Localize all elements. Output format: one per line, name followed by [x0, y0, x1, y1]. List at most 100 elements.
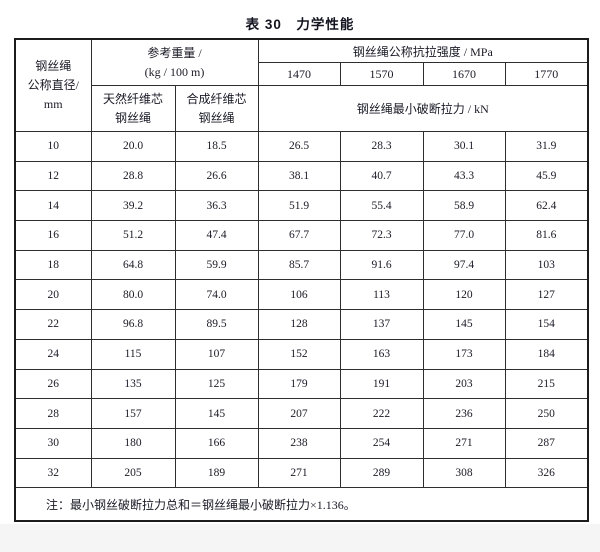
- cell-diameter: 12: [14, 160, 92, 192]
- cell-force-1670: 43.3: [422, 160, 506, 192]
- cell-force-1470: 128: [257, 309, 341, 340]
- cell-weight-synthetic: 166: [174, 427, 259, 459]
- cell-weight-natural: 64.8: [90, 249, 176, 281]
- header-synthetic-fiber-core: 合成纤维芯 钢丝绳: [174, 85, 259, 132]
- cell-force-1770: 103: [504, 249, 589, 281]
- cell-force-1570: 40.7: [339, 160, 424, 192]
- header-row-2: 1470 1570 1670 1770: [15, 62, 589, 86]
- cell-weight-synthetic: 89.5: [174, 309, 259, 340]
- header-synthetic-line1: 合成纤维芯: [186, 91, 247, 106]
- cell-weight-synthetic: 74.0: [174, 279, 259, 311]
- cell-force-1670: 308: [422, 457, 506, 489]
- cell-force-1670: 203: [422, 368, 506, 400]
- header-reference-weight: 参考重量 / (kg / 100 m): [90, 38, 259, 86]
- cell-force-1470: 152: [257, 338, 341, 370]
- cell-force-1770: 250: [504, 398, 589, 429]
- header-grade-1570: 1570: [339, 62, 424, 86]
- table-row: 12 28.8 26.6 38.1 40.7 43.3 45.9: [14, 160, 589, 192]
- cell-diameter: 18: [14, 249, 92, 281]
- header-row-1: 钢丝绳 公称直径/ mm 参考重量 / (kg / 100 m) 钢丝绳公称抗拉…: [14, 38, 589, 132]
- cell-force-1670: 145: [422, 309, 506, 340]
- header-grade-1470: 1470: [257, 62, 341, 86]
- cell-diameter: 26: [14, 368, 92, 400]
- cell-diameter: 16: [14, 220, 92, 251]
- cell-weight-synthetic: 59.9: [174, 249, 259, 281]
- cell-force-1570: 191: [339, 368, 424, 400]
- cell-force-1570: 28.3: [339, 131, 424, 162]
- cell-force-1570: 137: [339, 309, 424, 340]
- cell-diameter: 30: [14, 427, 92, 459]
- cell-force-1570: 222: [339, 398, 424, 429]
- table-row: 32 205 189 271 289 308 326: [14, 457, 589, 489]
- cell-force-1670: 271: [422, 427, 506, 459]
- header-weight-line2: (kg / 100 m): [144, 64, 205, 79]
- cell-weight-synthetic: 107: [174, 338, 259, 370]
- cell-weight-natural: 39.2: [90, 190, 176, 222]
- cell-force-1670: 77.0: [422, 220, 506, 251]
- mechanical-properties-table: 钢丝绳 公称直径/ mm 参考重量 / (kg / 100 m) 钢丝绳公称抗拉…: [14, 38, 590, 523]
- cell-force-1770: 326: [504, 457, 589, 489]
- cell-diameter: 32: [14, 457, 92, 489]
- cell-weight-natural: 157: [90, 398, 176, 429]
- cell-force-1570: 55.4: [339, 190, 424, 222]
- cell-force-1470: 179: [257, 368, 341, 400]
- cell-weight-natural: 96.8: [90, 309, 176, 340]
- table-row: 16 51.2 47.4 67.7 72.3 77.0 81.6: [14, 220, 589, 251]
- header-row-3: 天然纤维芯 钢丝绳 合成纤维芯 钢丝绳 钢丝绳最小破断拉力 / kN: [15, 85, 589, 132]
- cell-weight-natural: 135: [90, 368, 176, 400]
- cell-force-1670: 58.9: [422, 190, 506, 222]
- cell-weight-synthetic: 47.4: [174, 220, 259, 251]
- cell-force-1470: 85.7: [257, 249, 341, 281]
- cell-force-1470: 106: [257, 279, 341, 311]
- cell-force-1670: 173: [422, 338, 506, 370]
- cell-weight-synthetic: 26.6: [174, 160, 259, 192]
- cell-force-1770: 127: [504, 279, 589, 311]
- cell-force-1770: 31.9: [504, 131, 589, 162]
- header-diameter-line2: 公称直径/: [27, 78, 79, 92]
- cell-force-1670: 236: [422, 398, 506, 429]
- cell-force-1770: 81.6: [504, 220, 589, 251]
- cell-force-1570: 72.3: [339, 220, 424, 251]
- table-row: 28 157 145 207 222 236 250: [14, 398, 589, 429]
- header-natural-line1: 天然纤维芯: [102, 91, 163, 106]
- header-grade-1770: 1770: [504, 62, 589, 86]
- cell-diameter: 22: [14, 309, 92, 340]
- cell-force-1470: 238: [257, 427, 341, 459]
- cell-force-1570: 163: [339, 338, 424, 370]
- cell-force-1470: 26.5: [257, 131, 341, 162]
- header-natural-line2: 钢丝绳: [114, 110, 151, 125]
- cell-force-1770: 287: [504, 427, 589, 459]
- cell-weight-natural: 80.0: [90, 279, 176, 311]
- header-diameter: 钢丝绳 公称直径/ mm: [14, 38, 92, 132]
- header-tensile-strength: 钢丝绳公称抗拉强度 / MPa: [257, 38, 589, 63]
- page-title: 表 30 力学性能: [245, 17, 355, 32]
- cell-weight-synthetic: 125: [174, 368, 259, 400]
- table-row: 22 96.8 89.5 128 137 145 154: [14, 309, 589, 340]
- cell-force-1470: 67.7: [257, 220, 341, 251]
- table-row: 26 135 125 179 191 203 215: [14, 368, 589, 400]
- note-row: 注：最小钢丝破断拉力总和＝钢丝绳最小破断拉力×1.136。: [14, 487, 589, 522]
- cell-force-1670: 97.4: [422, 249, 506, 281]
- cell-force-1670: 120: [422, 279, 506, 311]
- cell-force-1470: 51.9: [257, 190, 341, 222]
- cell-force-1570: 289: [339, 457, 424, 489]
- cell-diameter: 20: [14, 279, 92, 311]
- cell-force-1570: 254: [339, 427, 424, 459]
- cell-force-1770: 154: [504, 309, 589, 340]
- cell-weight-natural: 20.0: [90, 131, 176, 162]
- cell-diameter: 24: [14, 338, 92, 370]
- header-diameter-line3: mm: [43, 97, 63, 111]
- cell-force-1470: 207: [257, 398, 341, 429]
- cell-force-1570: 113: [339, 279, 424, 311]
- cell-force-1570: 91.6: [339, 249, 424, 281]
- cell-force-1770: 45.9: [504, 160, 589, 192]
- table-row: 24 115 107 152 163 173 184: [14, 338, 589, 370]
- header-weight-line1: 参考重量 /: [147, 45, 202, 60]
- cell-force-1770: 62.4: [504, 190, 589, 222]
- cell-force-1770: 215: [504, 368, 589, 400]
- cell-weight-natural: 205: [90, 457, 176, 489]
- cell-weight-natural: 51.2: [90, 220, 176, 251]
- cell-force-1770: 184: [504, 338, 589, 370]
- cell-weight-natural: 115: [90, 338, 176, 370]
